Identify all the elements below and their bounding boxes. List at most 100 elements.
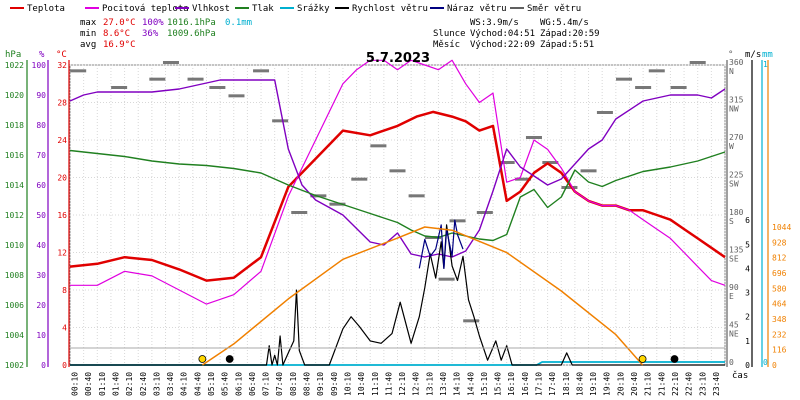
wind-direction-mark: [351, 177, 368, 181]
time-tick-label: 14:10: [453, 372, 462, 396]
time-tick-label: 06:10: [234, 372, 243, 396]
legend-item-srazky: Srážky: [297, 4, 330, 14]
pct-tick-label: 10: [36, 331, 46, 340]
time-tick-label: 03:40: [166, 372, 175, 396]
info-moonset: Západ:5:51: [540, 40, 594, 50]
wind-direction-mark: [149, 77, 166, 81]
time-tick-label: 13:40: [439, 372, 448, 396]
time-tick-label: 08:40: [303, 372, 312, 396]
wind-tick-label: 0: [745, 361, 750, 370]
pct-tick-label: 40: [36, 241, 46, 250]
rain-tick-label: 0: [763, 358, 768, 367]
unit-wind: m/s: [745, 50, 761, 60]
wind-direction-mark: [648, 69, 665, 73]
solar-tick-label: 696: [772, 269, 787, 278]
time-tick-label: 02:40: [139, 372, 148, 396]
wind-direction-mark: [498, 161, 515, 164]
info-moon: Měsíc: [433, 40, 460, 50]
time-tick-label: 22:40: [685, 372, 694, 396]
time-tick-label: 05:40: [221, 372, 230, 396]
solar-tick-label: 1044: [772, 223, 791, 232]
legend-item-naraz: Náraz větru: [447, 4, 507, 14]
marker-moonset: [225, 355, 234, 363]
rain-tick-label: 1: [763, 60, 768, 69]
hpa-tick-label: 1002: [5, 361, 24, 370]
stat-min-temp: 8.6°C: [103, 29, 130, 39]
time-tick-label: 20:40: [630, 372, 639, 396]
series-line-rychlost-v-tru: [70, 224, 725, 366]
wind-tick-label: 1: [745, 337, 750, 346]
hpa-tick-label: 1020: [5, 91, 24, 100]
temp-tick-label: 8: [62, 286, 67, 295]
temp-tick-label: 32: [57, 61, 67, 70]
info-ws: WS:3.9m/s: [470, 18, 519, 28]
time-tick-label: 12:40: [412, 372, 421, 396]
time-tick-label: 23:40: [712, 372, 721, 396]
hpa-tick-label: 1006: [5, 301, 24, 310]
wind-direction-mark: [291, 211, 308, 214]
chart-title: 5.7.2023: [366, 51, 430, 66]
legend-item-pocitova: Pocitová teplota: [102, 4, 189, 14]
time-tick-label: 11:10: [371, 372, 380, 396]
time-tick-label: 16:40: [521, 372, 530, 396]
time-tick-label: 09:40: [330, 372, 339, 396]
unit-hpa: hPa: [5, 50, 21, 60]
marker-sunrise: [198, 355, 207, 363]
dir-tick-name: E: [729, 292, 734, 301]
hpa-tick-label: 1012: [5, 211, 24, 220]
time-tick-label: 02:10: [125, 372, 134, 396]
wind-direction-mark: [272, 119, 289, 123]
stat-min-label: min: [80, 29, 96, 39]
dir-tick-label: 90: [729, 283, 739, 292]
legend-item-smer: Směr větru: [527, 4, 581, 14]
unit-rain: mm: [762, 50, 773, 60]
stat-min-press: 1009.6hPa: [167, 29, 216, 39]
time-tick-label: 03:10: [152, 372, 161, 396]
dir-tick-name: N: [729, 67, 734, 76]
info-sun: Slunce: [433, 29, 466, 39]
time-tick-label: 05:10: [207, 372, 216, 396]
time-tick-label: 19:40: [603, 372, 612, 396]
wind-direction-mark: [515, 177, 532, 181]
chart-grid: [69, 64, 726, 366]
hpa-tick-label: 1008: [5, 271, 24, 280]
temp-tick-label: 0: [62, 361, 67, 370]
series-line-tlak: [69, 149, 726, 242]
temp-tick-label: 28: [57, 99, 67, 108]
time-tick-label: 13:10: [425, 372, 434, 396]
solar-tick-label: 812: [772, 254, 787, 263]
wind-direction-mark: [162, 61, 179, 64]
time-tick-label: 09:10: [316, 372, 325, 396]
wind-direction-mark: [463, 319, 480, 323]
info-moonrise: Východ:22:09: [470, 40, 535, 50]
time-tick-label: 15:10: [480, 372, 489, 396]
dir-tick-label: 360: [729, 58, 744, 67]
solar-tick-label: 116: [772, 346, 787, 355]
dir-tick-name: NE: [729, 330, 739, 339]
pct-tick-label: 80: [36, 121, 46, 130]
dir-tick-label: 135: [729, 246, 744, 255]
pct-tick-label: 50: [36, 211, 46, 220]
wind-direction-mark: [596, 111, 613, 114]
wind-direction-mark: [370, 144, 387, 148]
stat-max-hum: 100%: [142, 18, 164, 28]
time-tick-label: 10:10: [343, 372, 352, 396]
series-line-pocitov-teplota: [70, 59, 726, 305]
dir-tick-name: NW: [729, 105, 739, 114]
wind-direction-mark: [542, 161, 559, 164]
hpa-tick-label: 1010: [5, 241, 24, 250]
hpa-tick-label: 1014: [5, 181, 24, 190]
dir-tick-name: SW: [729, 180, 739, 189]
time-axis-label: čas: [732, 370, 748, 381]
dir-tick-name: SE: [729, 255, 739, 264]
stat-avg-temp: 16.9°C: [103, 40, 136, 50]
hpa-tick-label: 1004: [5, 331, 24, 340]
legend-item-teplota: Teplota: [27, 4, 65, 14]
pct-tick-label: 100: [32, 61, 47, 70]
time-tick-label: 17:10: [535, 372, 544, 396]
pct-tick-label: 0: [41, 361, 46, 370]
wind-tick-label: 4: [745, 264, 750, 273]
chart-axes: 1022102010181016101410121010100810061004…: [5, 58, 792, 396]
time-tick-label: 20:10: [616, 372, 625, 396]
time-tick-label: 21:40: [657, 372, 666, 396]
